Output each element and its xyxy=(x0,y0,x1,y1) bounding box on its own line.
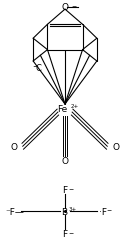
Text: O: O xyxy=(113,142,120,151)
Text: Fe: Fe xyxy=(57,104,67,113)
Text: B: B xyxy=(61,207,68,216)
Text: O: O xyxy=(10,142,17,151)
Text: O: O xyxy=(61,156,69,165)
Text: C: C xyxy=(35,64,41,73)
Text: ·F: ·F xyxy=(99,207,107,216)
Text: −: − xyxy=(32,64,38,70)
Text: ⁻F—: ⁻F— xyxy=(5,207,24,216)
Text: −: − xyxy=(107,207,112,212)
Text: 3+: 3+ xyxy=(68,207,76,212)
Text: O: O xyxy=(61,3,69,12)
Text: F: F xyxy=(62,185,67,194)
Text: 2+: 2+ xyxy=(71,104,79,109)
Text: −: − xyxy=(68,185,73,191)
Text: −: − xyxy=(68,229,73,234)
Text: −: − xyxy=(72,4,77,9)
Text: F: F xyxy=(62,229,67,238)
